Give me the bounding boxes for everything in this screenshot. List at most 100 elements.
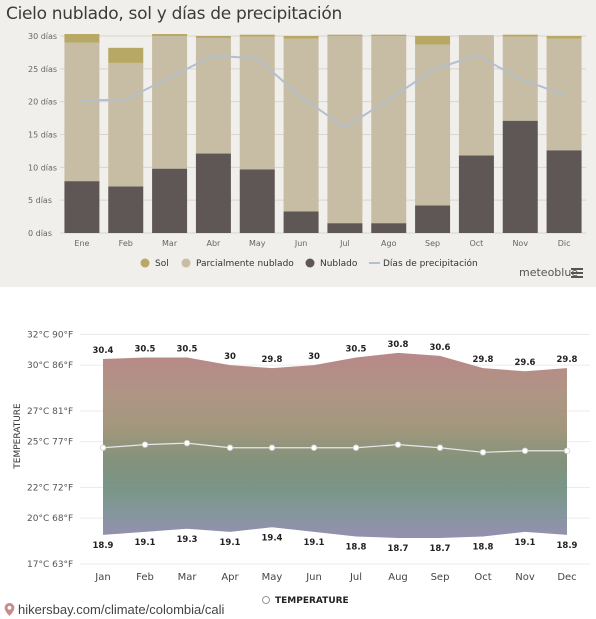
bar-sol[interactable] [502,34,538,37]
high-temp-label: 29.8 [473,355,494,365]
location-pin-icon [4,603,15,616]
avg-temp-point[interactable] [521,447,529,454]
low-temp-label: 19.1 [220,538,241,548]
bar-parcialmente-nublado[interactable] [108,62,144,187]
x-tick-label: Oct [474,572,491,583]
x-tick-label: Jun [305,572,322,583]
legend-label[interactable]: Parcialmente nublado [196,259,294,269]
bar-nublado[interactable] [64,181,100,233]
chart-legend[interactable]: Sol Parcialmente nublado Nublado Días de pr… [140,258,478,269]
low-temp-label: 18.9 [557,541,578,551]
bar-sol[interactable] [64,34,100,43]
avg-temp-point[interactable] [226,444,234,451]
low-temp-label: 19.4 [262,533,283,543]
bar-nublado[interactable] [371,223,407,233]
bar-parcialmente-nublado[interactable] [152,36,188,169]
x-tick-label: May [262,572,283,583]
low-temp-label: 18.7 [388,544,409,554]
hamburger-menu-icon[interactable] [571,268,583,278]
temp-legend[interactable]: TEMPERATURE [262,596,349,606]
bar-nublado[interactable] [195,153,231,233]
x-tick-label: Feb [136,572,154,583]
bar-sol[interactable] [108,47,144,63]
legend-marker [181,258,191,268]
y-tick-label: 22°C 72°F [27,484,73,494]
bar-nublado[interactable] [458,155,494,233]
high-temp-label: 30 [224,352,236,362]
avg-temp-point[interactable] [394,441,402,448]
x-tick-label: Dic [558,239,571,248]
source-link[interactable]: hikersbay.com/climate/colombia/cali [4,602,224,617]
low-temp-label: 19.1 [304,538,325,548]
bar-sol[interactable] [327,34,363,36]
legend-label[interactable]: Días de precipitación [383,258,478,269]
bar-nublado[interactable] [415,205,451,233]
avg-temp-line [99,439,571,456]
x-tick-label: Jul [339,239,350,248]
x-tick-label: Aug [388,572,408,583]
temp-axis-title: TEMPERATURE [13,403,23,470]
high-temp-label: 29.6 [515,358,536,368]
x-tick-label: Abr [206,239,221,248]
bar-sol[interactable] [458,35,494,36]
legend-label[interactable]: Nublado [320,259,358,269]
legend-marker [140,258,150,268]
precipitation-days-line[interactable] [81,53,565,129]
bar-parcialmente-nublado[interactable] [327,36,363,224]
y-tick-label: 0 días [28,229,52,238]
avg-temp-point[interactable] [479,449,487,456]
bar-nublado[interactable] [546,150,582,233]
bar-sol[interactable] [239,34,275,37]
bar-nublado[interactable] [152,168,188,233]
avg-temp-polyline [102,442,567,453]
high-temp-label: 30 [308,352,320,362]
bar-parcialmente-nublado[interactable] [64,42,100,182]
chart-title: Cielo nublado, sol y días de precipitaci… [6,4,342,24]
high-temp-label: 30.5 [135,344,156,354]
bar-sol[interactable] [152,34,188,36]
low-temp-labels: 18.9 19.1 19.3 19.1 19.4 19.1 18.8 18.7 18.7 18.8… [93,533,578,554]
source-url[interactable]: hikersbay.com/climate/colombia/cali [18,602,225,617]
avg-temp-point[interactable] [268,444,276,451]
legend-marker [262,596,270,604]
x-tick-label: Jan [94,572,110,583]
x-tick-label: Apr [221,572,239,583]
y-tick-label: 5 días [28,196,52,205]
bar-nublado[interactable] [283,211,319,233]
x-tick-label: Nov [515,572,535,583]
bar-parcialmente-nublado[interactable] [283,38,319,212]
bar-nublado[interactable] [327,223,363,233]
x-tick-label: Mar [178,572,198,583]
bar-sol[interactable] [371,34,407,36]
avg-temp-point[interactable] [310,444,318,451]
legend-label[interactable]: TEMPERATURE [275,596,349,606]
bar-sol[interactable] [283,36,319,39]
y-tick-label: 27°C 81°F [27,407,73,417]
avg-temp-point[interactable] [99,444,107,451]
legend-label[interactable]: Sol [155,259,169,269]
avg-temp-point[interactable] [352,444,360,451]
bar-sol[interactable] [415,36,451,45]
y-axis-labels: 0 días 5 días 10 días 15 días 20 días 25 días… [28,32,57,238]
bar-parcialmente-nublado[interactable] [371,36,407,224]
cloud-sun-precip-chart: 0 días 5 días 10 días 15 días 20 días 25 días… [28,32,586,269]
y-tick-label: 30 días [28,32,57,41]
avg-temp-point[interactable] [436,444,444,451]
bar-sol[interactable] [195,36,231,38]
meteoblue-brand[interactable]: meteoblue [519,266,579,279]
avg-temp-point[interactable] [141,441,149,448]
x-tick-label: Feb [119,239,133,248]
x-tick-label: Ago [381,239,397,248]
y-tick-label: 17°C 63°F [27,560,73,570]
x-axis-labels: Ene Feb Mar Abr May Jun Jul Ago Sep Oct Nov Dic [74,239,570,248]
avg-temp-point[interactable] [563,447,571,454]
high-temp-labels: 30.4 30.5 30.5 30 29.8 30 30.5 30.8 30.6 29.8 29.6… [93,340,578,368]
bar-nublado[interactable] [108,186,144,233]
avg-temp-point[interactable] [183,439,191,447]
bar-sol[interactable] [546,36,582,39]
x-tick-label: Sep [425,239,440,248]
high-temp-label: 29.8 [262,355,283,365]
bar-nublado[interactable] [239,169,275,233]
bar-nublado[interactable] [502,120,538,233]
